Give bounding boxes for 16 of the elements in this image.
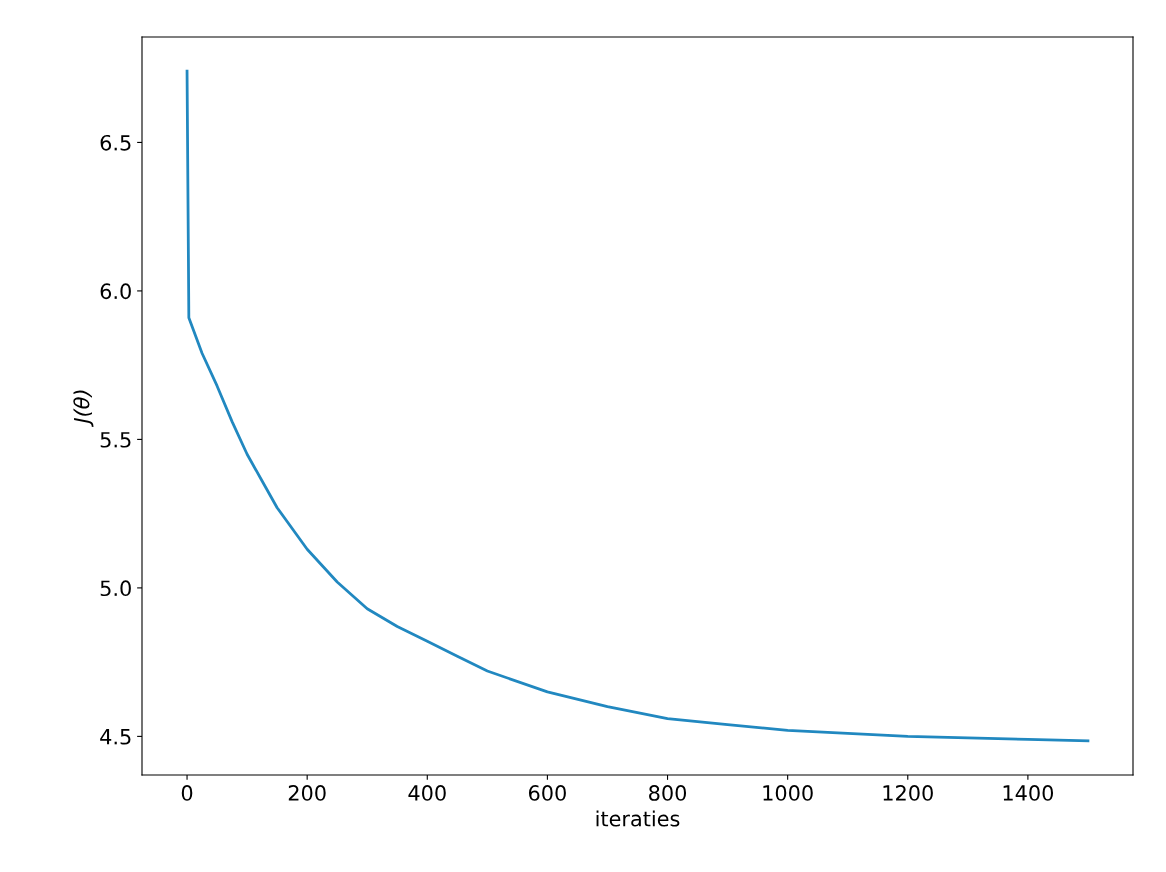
y-tick-label: 6.5 <box>100 134 131 151</box>
y-tick-label: 5.5 <box>100 432 131 448</box>
x-tick-label: 0 <box>181 785 193 801</box>
line-series <box>185 69 1090 743</box>
x-tick-label: 800 <box>649 785 687 801</box>
x-tick-label: 600 <box>528 785 566 801</box>
y-tick-label: 6.0 <box>100 283 131 300</box>
x-axis-title: iteraties <box>596 810 680 827</box>
x-tick-label: 400 <box>408 785 446 801</box>
x-tick-label: 1200 <box>883 785 933 801</box>
x-tick-label: 1000 <box>763 785 813 801</box>
y-tick-label: 5.0 <box>100 580 131 597</box>
y-tick-label: 4.5 <box>100 729 131 745</box>
x-tick-label: 1400 <box>1003 785 1054 801</box>
y-axis-title: J(θ) <box>73 390 94 427</box>
x-tick-label: 200 <box>288 785 326 801</box>
